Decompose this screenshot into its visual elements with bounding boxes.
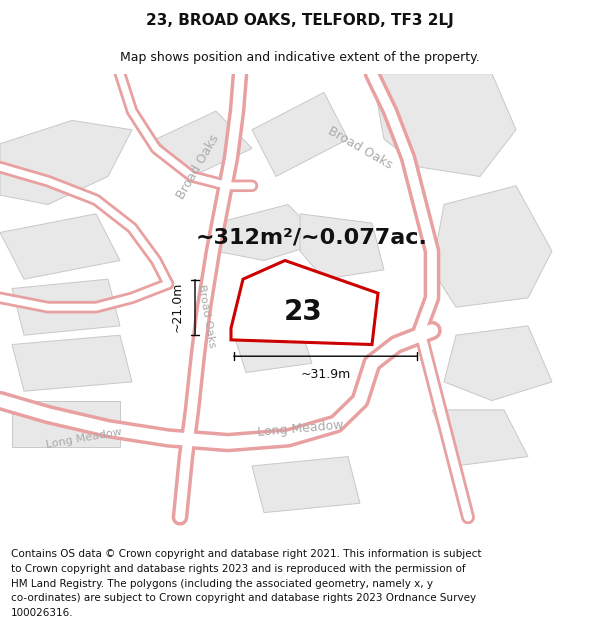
Text: ~312m²/~0.077ac.: ~312m²/~0.077ac. [196, 227, 428, 247]
Polygon shape [432, 410, 528, 466]
Text: Long Meadow: Long Meadow [256, 418, 344, 439]
Polygon shape [372, 74, 516, 176]
Text: 100026316.: 100026316. [11, 608, 73, 618]
Text: co-ordinates) are subject to Crown copyright and database rights 2023 Ordnance S: co-ordinates) are subject to Crown copyr… [11, 593, 476, 603]
Text: 23: 23 [284, 298, 322, 326]
Polygon shape [0, 121, 132, 204]
Text: HM Land Registry. The polygons (including the associated geometry, namely x, y: HM Land Registry. The polygons (includin… [11, 579, 433, 589]
Polygon shape [12, 401, 120, 448]
Polygon shape [12, 335, 132, 391]
Text: Long Meadow: Long Meadow [45, 426, 123, 449]
Polygon shape [252, 457, 360, 512]
Text: Map shows position and indicative extent of the property.: Map shows position and indicative extent… [120, 51, 480, 64]
Text: ~21.0m: ~21.0m [170, 282, 184, 332]
Text: ~31.9m: ~31.9m [301, 368, 350, 381]
Polygon shape [231, 261, 378, 344]
Text: 23, BROAD OAKS, TELFORD, TF3 2LJ: 23, BROAD OAKS, TELFORD, TF3 2LJ [146, 13, 454, 28]
Polygon shape [12, 279, 120, 335]
Text: Contains OS data © Crown copyright and database right 2021. This information is : Contains OS data © Crown copyright and d… [11, 549, 481, 559]
Text: Broad Oaks: Broad Oaks [325, 125, 395, 172]
Polygon shape [234, 326, 312, 372]
Polygon shape [300, 214, 384, 279]
Polygon shape [216, 204, 324, 261]
Polygon shape [156, 111, 252, 176]
Text: Broad Oaks: Broad Oaks [175, 132, 221, 202]
Text: to Crown copyright and database rights 2023 and is reproduced with the permissio: to Crown copyright and database rights 2… [11, 564, 466, 574]
Polygon shape [252, 92, 348, 176]
Polygon shape [444, 326, 552, 401]
Polygon shape [0, 214, 120, 279]
Polygon shape [432, 186, 552, 307]
Text: Broad Oaks: Broad Oaks [197, 284, 217, 349]
